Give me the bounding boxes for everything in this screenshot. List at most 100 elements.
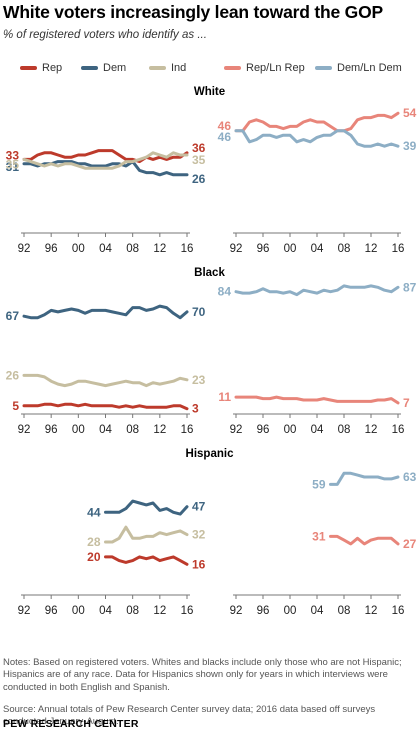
legend-label-rep-lean: Rep/Ln Rep: [246, 62, 305, 74]
legend-item-dem: Dem: [81, 62, 126, 74]
section-label-black: Black: [194, 267, 225, 279]
x-tick-label-black-party-16: 16: [181, 424, 194, 436]
series-line-white-rep: [22, 149, 189, 164]
section-label-white: White: [193, 86, 226, 98]
pew-research-logo: PEW RESEARCH CENTER: [3, 718, 139, 730]
legend-item-rep-lean: Rep/Ln Rep: [224, 62, 305, 74]
data-label-start-hispanic-ind: 28: [87, 535, 101, 549]
x-tick-label-hispanic-leaned-16: 16: [392, 605, 405, 617]
legend-swatch-rep: [20, 66, 37, 70]
legend-left: Rep Dem Ind: [20, 62, 210, 76]
series-line-hispanic-rep-ln-rep: [329, 534, 400, 546]
legend-swatch-dem-lean: [315, 66, 332, 70]
x-tick-label-hispanic-leaned-12: 12: [365, 605, 378, 617]
data-label-end-white-ind: 35: [192, 153, 206, 167]
x-tick-label-white-leaned-00: 00: [284, 243, 297, 255]
x-tick-label-hispanic-party-16: 16: [181, 605, 194, 617]
series-line-hispanic-ind: [104, 525, 189, 544]
x-tick-label-black-leaned-00: 00: [284, 424, 297, 436]
x-tick-label-white-leaned-16: 16: [392, 243, 405, 255]
x-tick-label-black-leaned-04: 04: [311, 424, 324, 436]
data-label-end-white-rep-ln-rep: 54: [403, 106, 417, 120]
x-tick-label-hispanic-leaned-92: 92: [230, 605, 243, 617]
x-tick-label-black-leaned-16: 16: [392, 424, 405, 436]
notes: Notes: Based on registered voters. White…: [3, 657, 402, 693]
data-label-start-white-dem: 31: [6, 160, 20, 174]
source-note: Source: Annual totals of Pew Research Ce…: [3, 704, 376, 728]
x-tick-label-hispanic-party-92: 92: [18, 605, 31, 617]
data-label-end-black-rep-ln-rep: 7: [403, 396, 410, 410]
x-tick-label-white-party-04: 04: [99, 243, 112, 255]
x-tick-label-white-party-12: 12: [153, 243, 166, 255]
x-tick-label-hispanic-leaned-96: 96: [257, 605, 270, 617]
section-label-hispanic: Hispanic: [185, 448, 234, 460]
series-line-black-rep-ln-rep: [234, 395, 400, 405]
x-tick-label-hispanic-party-00: 00: [72, 605, 85, 617]
data-label-end-hispanic-dem: 47: [192, 500, 206, 514]
x-tick-label-white-leaned-08: 08: [338, 243, 351, 255]
data-label-start-black-rep-ln-rep: 11: [218, 390, 231, 404]
series-line-black-dem-ln-dem: [234, 284, 400, 297]
data-label-start-white-ind: 35: [6, 157, 20, 171]
legend-label-ind: Ind: [171, 62, 187, 74]
x-tick-label-white-party-08: 08: [126, 243, 139, 255]
x-tick-label-white-party-92: 92: [18, 243, 31, 255]
data-label-end-hispanic-dem-ln-dem: 63: [403, 470, 417, 484]
x-tick-label-white-leaned-92: 92: [230, 243, 243, 255]
chart-title: White voters increasingly lean toward th…: [3, 2, 383, 22]
legend-item-dem-lean: Dem/Ln Dem: [315, 62, 402, 74]
data-label-start-hispanic-rep: 20: [87, 550, 101, 564]
data-label-start-hispanic-rep-ln-rep: 31: [312, 529, 326, 543]
data-label-start-hispanic-dem-ln-dem: 59: [312, 477, 326, 491]
series-line-black-rep: [22, 402, 189, 411]
x-tick-label-black-party-92: 92: [18, 424, 31, 436]
legend-item-rep: Rep: [20, 62, 62, 74]
data-label-end-white-rep: 36: [192, 141, 206, 155]
x-tick-label-white-leaned-12: 12: [365, 243, 378, 255]
legend-label-dem: Dem: [103, 62, 127, 74]
x-tick-label-hispanic-party-96: 96: [45, 605, 58, 617]
data-label-start-black-rep: 5: [12, 399, 19, 413]
legend-label-dem-lean: Dem/Ln Dem: [337, 62, 402, 74]
x-tick-label-black-party-96: 96: [45, 424, 58, 436]
series-line-hispanic-dem: [104, 499, 189, 516]
x-tick-label-white-party-16: 16: [181, 243, 194, 255]
x-tick-label-hispanic-party-08: 08: [126, 605, 139, 617]
charts-canvas: 92 96 00 04 08 12 16 92 96 00 04 08 12 16 92 96 00 04 08 12…: [6, 106, 417, 617]
x-tick-label-black-leaned-12: 12: [365, 424, 378, 436]
data-label-end-white-dem: 26: [192, 172, 206, 186]
x-tick-label-hispanic-leaned-08: 08: [338, 605, 351, 617]
x-tick-label-black-leaned-08: 08: [338, 424, 351, 436]
x-tick-label-white-leaned-96: 96: [257, 243, 270, 255]
data-label-start-hispanic-dem: 44: [87, 505, 101, 519]
data-label-start-black-ind: 26: [6, 368, 20, 382]
series-line-black-ind: [22, 373, 189, 388]
data-label-start-black-dem: 67: [6, 309, 20, 323]
series-line-white-dem-ln-dem: [234, 129, 400, 148]
x-tick-label-hispanic-leaned-04: 04: [311, 605, 324, 617]
data-label-end-black-rep: 3: [192, 402, 199, 416]
data-label-end-black-dem: 70: [192, 305, 206, 319]
data-label-start-white-rep-ln-rep: 46: [218, 119, 232, 133]
data-label-end-white-dem-ln-dem: 39: [403, 139, 417, 153]
data-label-end-hispanic-rep: 16: [192, 557, 206, 571]
series-line-hispanic-dem-ln-dem: [329, 471, 400, 486]
legend-right: Rep/Ln Rep Dem/Ln Dem: [224, 62, 419, 76]
series-line-white-rep-ln-rep: [234, 111, 400, 133]
series-line-hispanic-rep: [104, 555, 189, 566]
series-line-black-dem: [22, 304, 189, 320]
x-tick-label-black-party-04: 04: [99, 424, 112, 436]
x-tick-label-hispanic-party-12: 12: [153, 605, 166, 617]
legend-swatch-dem: [81, 66, 98, 70]
x-tick-label-white-party-96: 96: [45, 243, 58, 255]
x-tick-label-black-party-12: 12: [153, 424, 166, 436]
x-tick-label-hispanic-leaned-00: 00: [284, 605, 297, 617]
x-tick-label-black-leaned-92: 92: [230, 424, 243, 436]
data-label-start-white-rep: 33: [6, 148, 20, 162]
legend-label-rep: Rep: [42, 62, 63, 74]
data-label-end-black-ind: 23: [192, 373, 206, 387]
data-label-end-black-dem-ln-dem: 87: [403, 280, 417, 294]
x-tick-label-white-leaned-04: 04: [311, 243, 324, 255]
data-label-end-hispanic-rep-ln-rep: 27: [403, 537, 417, 551]
legend-swatch-rep-lean: [224, 66, 241, 70]
